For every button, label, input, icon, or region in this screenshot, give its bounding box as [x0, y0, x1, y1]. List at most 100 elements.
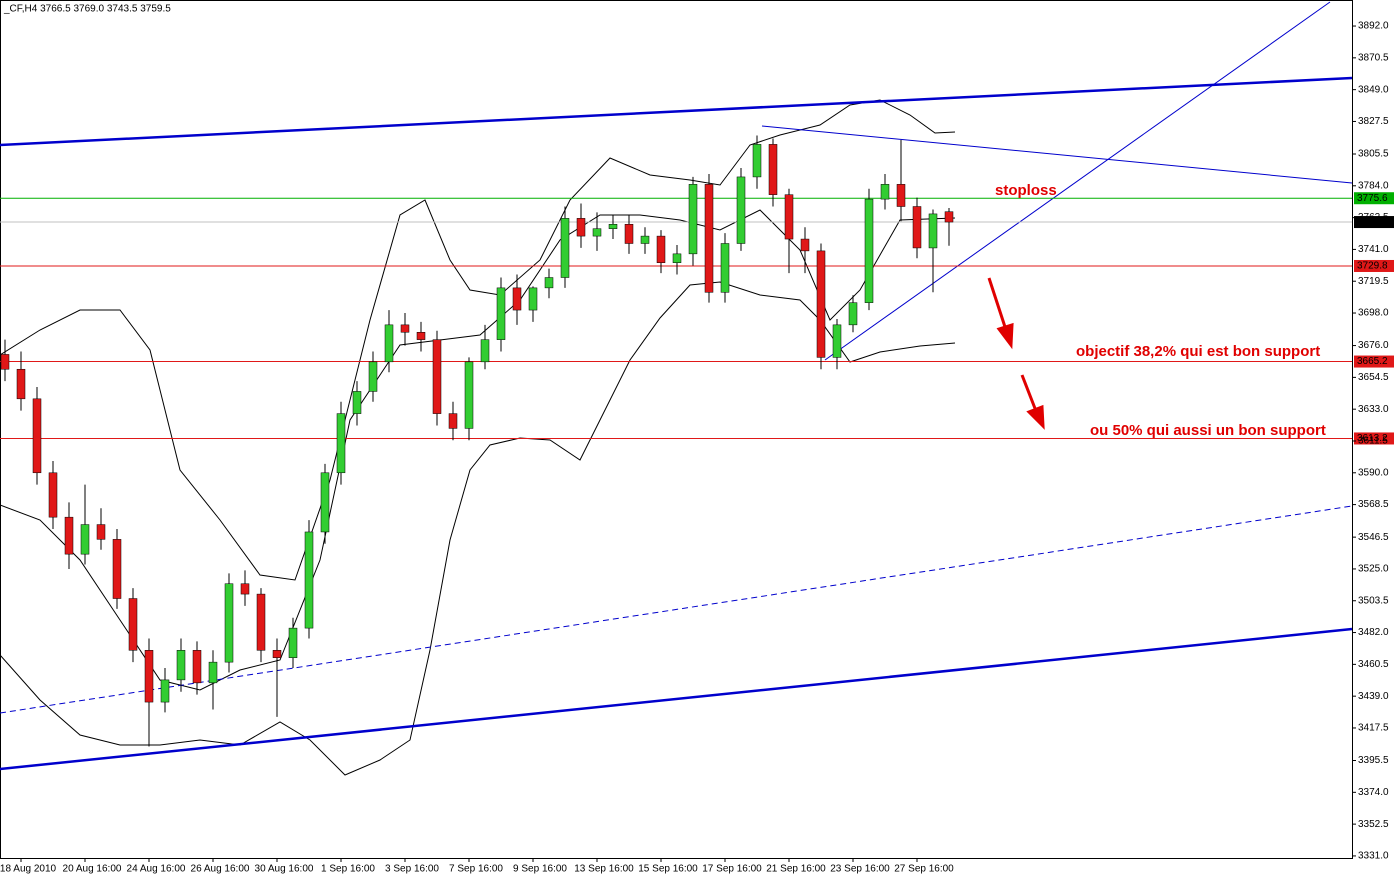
candle-body	[464, 361, 474, 429]
arrow-head	[996, 322, 1014, 350]
y-tick-label: 3331.0	[1358, 851, 1389, 862]
candle-body	[144, 650, 154, 703]
candle-body	[704, 184, 714, 293]
level-label-bg	[1354, 216, 1394, 229]
candle-body	[752, 144, 762, 178]
y-tick-label: 3633.0	[1358, 404, 1389, 415]
x-tick-label: 13 Sep 16:00	[574, 864, 634, 875]
x-tick-label: 20 Aug 16:00	[63, 864, 122, 875]
y-tick-label: 3719.5	[1358, 276, 1389, 287]
candle-body	[848, 302, 858, 326]
y-tick-label: 3611.5	[1358, 436, 1388, 447]
candle-body	[384, 324, 394, 363]
level-label-bg	[1354, 432, 1394, 445]
y-tick-label: 3525.0	[1358, 564, 1389, 575]
candle-body	[400, 324, 410, 333]
x-tick-label: 15 Sep 16:00	[638, 864, 698, 875]
candle-body	[176, 650, 186, 681]
middle-band	[0, 209, 956, 691]
y-tick-label: 3417.5	[1358, 723, 1389, 734]
candle-body	[624, 224, 634, 244]
x-tick-label: 3 Sep 16:00	[385, 864, 439, 875]
candle-body	[864, 198, 874, 303]
level-label-bg	[1354, 192, 1394, 205]
candle-body	[32, 398, 42, 474]
candle-body	[832, 324, 842, 358]
x-tick-label: 30 Aug 16:00	[255, 864, 314, 875]
candle-body	[784, 194, 794, 240]
candles	[0, 135, 954, 747]
candle-body	[160, 679, 170, 703]
x-tick-label: 18 Aug 2010	[0, 864, 57, 875]
y-tick-label: 3870.5	[1358, 52, 1389, 63]
candle-body	[192, 650, 202, 684]
y-tick-label: 3395.5	[1358, 755, 1389, 766]
level-label: 3665.2	[1357, 356, 1388, 367]
candle-body	[288, 627, 298, 658]
candle-body	[0, 354, 10, 370]
level-label: 3613.2	[1357, 433, 1388, 444]
x-tick-label: 26 Aug 16:00	[191, 864, 250, 875]
candle-body	[944, 211, 954, 223]
level-label-bg	[1354, 355, 1394, 368]
x-tick-label: 7 Sep 16:00	[449, 864, 503, 875]
candle-body	[480, 339, 490, 363]
trend-lines	[0, 1, 1353, 771]
y-tick-label: 3590.0	[1358, 467, 1389, 478]
y-tick-label: 3784.0	[1358, 180, 1389, 191]
candle-body	[224, 583, 234, 663]
y-tick-label: 3374.0	[1358, 787, 1389, 798]
candle-body	[800, 238, 810, 252]
candle-body	[80, 524, 90, 555]
y-tick-label: 3439.0	[1358, 691, 1389, 702]
candle-body	[368, 361, 378, 392]
candle-body	[112, 539, 122, 599]
level-label: 3759.5	[1357, 217, 1388, 228]
arrow	[1020, 374, 1038, 412]
candle-body	[64, 516, 74, 555]
bollinger-bands	[0, 99, 956, 776]
annotation: stoploss	[995, 182, 1057, 199]
candle-body	[432, 339, 442, 414]
candle-body	[688, 184, 698, 255]
candle-body	[544, 277, 554, 289]
y-tick-label: 3762.5	[1358, 212, 1389, 223]
candle-body	[240, 583, 250, 595]
candle-body	[272, 650, 282, 658]
chart-title: _CF,H4 3766.5 3769.0 3743.5 3759.5	[3, 4, 171, 15]
candle-body	[320, 472, 330, 533]
candle-body	[720, 243, 730, 293]
candle-body	[336, 413, 346, 474]
x-tick-label: 23 Sep 16:00	[830, 864, 890, 875]
y-tick-label: 3849.0	[1358, 84, 1389, 95]
y-tick-label: 3805.5	[1358, 149, 1389, 160]
candle-body	[448, 413, 458, 429]
candle-body	[912, 206, 922, 249]
levels: 3775.6 3759.5 3729.8 3665.2 3613.2	[0, 192, 1394, 445]
upper-band	[0, 99, 956, 581]
candle-body	[496, 287, 506, 340]
candle-body	[560, 218, 570, 278]
candle-body	[608, 224, 618, 229]
candle-body	[672, 253, 682, 263]
y-tick-label: 3568.5	[1358, 499, 1389, 510]
candle-body	[816, 250, 826, 358]
candle-body	[256, 593, 266, 651]
candle-body	[96, 524, 106, 540]
y-tick-label: 3503.5	[1358, 595, 1389, 606]
x-tick-label: 27 Sep 16:00	[894, 864, 954, 875]
annotation: objectif 38,2% qui est bon support	[1076, 343, 1320, 360]
level-label: 3729.8	[1357, 261, 1388, 272]
candle-body	[592, 228, 602, 237]
y-tick-label: 3698.0	[1358, 308, 1389, 319]
x-tick-label: 9 Sep 16:00	[513, 864, 567, 875]
candle-body	[896, 184, 906, 207]
channel-bottom	[0, 627, 1353, 771]
candle-body	[208, 661, 218, 684]
arrow	[987, 277, 1008, 331]
channel-mid	[0, 505, 1353, 714]
y-tick-label: 3892.0	[1358, 21, 1389, 32]
y-tick-label: 3741.0	[1358, 244, 1389, 255]
candle-body	[352, 391, 362, 414]
